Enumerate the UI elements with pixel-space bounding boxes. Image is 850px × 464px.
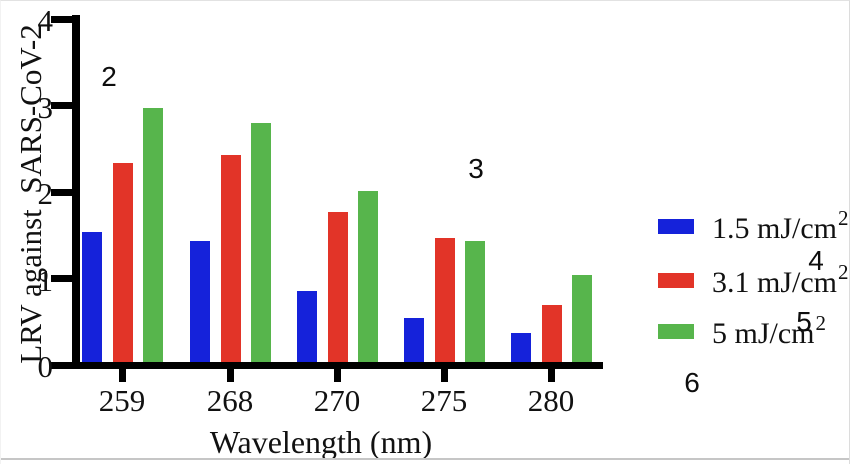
legend-swatch [658, 273, 694, 288]
bar [465, 241, 485, 365]
y-axis-line [72, 15, 80, 369]
x-tick-label: 268 [206, 383, 254, 418]
annotation-number: 6 [684, 367, 700, 398]
bar [511, 332, 531, 365]
bottom-divider [1, 458, 849, 460]
legend-row: 5 mJ/cm2 [658, 313, 848, 354]
bar [297, 291, 317, 365]
annotation-number: 4 [808, 245, 824, 276]
bar [541, 305, 562, 365]
legend-label: 5 mJ/cm2 [712, 313, 826, 352]
bar [404, 318, 424, 365]
x-tick-label: 259 [98, 383, 146, 418]
legend-label: 3.1 mJ/cm2 [712, 262, 849, 301]
legend-swatch [658, 219, 694, 234]
bar [434, 237, 455, 365]
x-tick-label: 280 [527, 383, 575, 418]
legend-label-superscript: 2 [815, 311, 827, 335]
x-tick [440, 365, 448, 382]
legend-label-base: 5 mJ/cm [712, 317, 815, 350]
annotation-number: 3 [468, 153, 484, 184]
x-axis-title: Wavelength (nm) [209, 424, 433, 460]
x-tick-label: 275 [420, 383, 468, 418]
bar [143, 108, 163, 365]
y-tick [51, 15, 72, 23]
x-tick [226, 365, 234, 382]
y-tick-label: 0 [37, 349, 54, 384]
legend-label-superscript: 2 [838, 206, 849, 230]
y-tick-label: 4 [37, 3, 54, 38]
x-tick [547, 365, 555, 382]
bar [112, 163, 133, 365]
annotation-number: 2 [101, 61, 117, 92]
legend-label: 1.5 mJ/cm2 [712, 208, 849, 247]
y-tick-label: 1 [37, 262, 54, 298]
bar [251, 122, 271, 365]
legend-swatch [658, 324, 694, 339]
legend-label-base: 1.5 mJ/cm [712, 212, 837, 245]
y-tick-label: 2 [37, 176, 54, 211]
x-tick [333, 365, 341, 382]
bar [327, 211, 348, 365]
annotation-number: 5 [796, 306, 812, 337]
legend-row: 3.1 mJ/cm2 [658, 262, 849, 303]
bar [220, 154, 241, 365]
x-tick [118, 365, 126, 382]
bar [82, 231, 102, 365]
bar [190, 241, 210, 365]
legend-label-superscript: 2 [838, 260, 849, 284]
y-tick [51, 102, 72, 109]
y-tick-label: 3 [37, 89, 54, 125]
x-axis-line [59, 362, 603, 369]
legend-row: 1.5 mJ/cm2 [658, 208, 849, 249]
bar [358, 191, 378, 365]
legend-label-base: 3.1 mJ/cm [712, 266, 837, 299]
y-tick [51, 188, 72, 196]
x-tick-label: 270 [313, 383, 361, 418]
bar [572, 275, 592, 365]
y-tick [51, 275, 72, 282]
